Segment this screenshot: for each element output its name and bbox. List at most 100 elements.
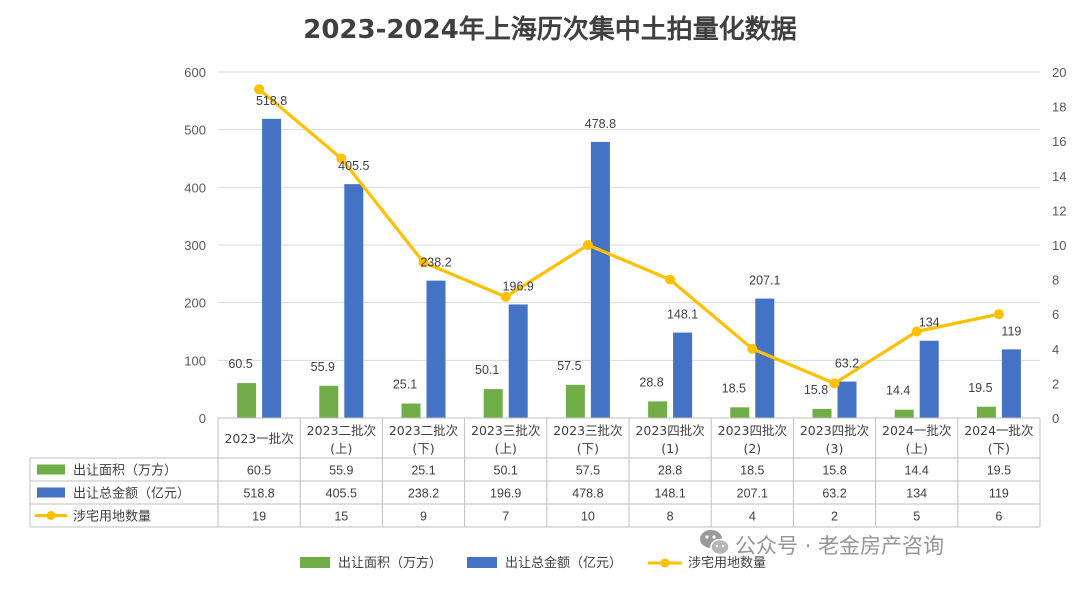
line-point [254,84,265,95]
y-right-tick-label: 0 [1052,411,1059,426]
bar-area [730,407,750,418]
bar-area [237,383,257,418]
line-point [911,326,922,337]
table-cell: 8 [667,510,674,524]
legend: 出让面积（万方） 出让总金额（亿元） 涉宅用地数量 [300,555,766,571]
data-label-amount: 478.8 [585,117,616,131]
table-category-label: 2024一批次 [964,423,1033,438]
table-cell: 55.9 [329,464,353,478]
data-label-amount: 119 [1001,324,1021,338]
table-category-label: (1) [661,441,679,456]
line-point [829,378,840,389]
y-left-tick-label: 300 [184,238,206,253]
table-category-label: (上) [330,441,352,456]
bar-area [812,408,832,418]
table-cell: 15.8 [822,464,846,478]
data-label-amount: 134 [919,316,940,330]
table-legend-swatch [37,464,65,475]
y-right-tick-label: 8 [1052,273,1059,288]
data-label-amount: 405.5 [338,159,369,173]
table-cell: 207.1 [737,487,768,501]
table-category-label: (3) [826,441,844,456]
table-category-label: 2023三批次 [553,423,622,438]
table-cell: 10 [581,510,595,524]
bar-amount [837,381,857,418]
legend-swatch [467,557,497,568]
bars [237,118,1021,419]
y-left-tick-label: 200 [184,296,206,311]
data-labels: 60.5 518.8 55.9 405.5 25.1 238.2 50.1 196.9 57.5… [228,94,1021,398]
line-path [258,88,1000,385]
bar-amount [344,184,364,418]
line-point [747,343,758,354]
table-category-label: 2023四批次 [800,423,869,438]
gridlines [218,71,1040,419]
y-axis-left: 0 100 200 300 400 500 600 [184,65,206,426]
table-category-label: 2023一批次 [224,431,293,446]
y-left-tick-label: 600 [184,65,206,80]
y-right-tick-label: 18 [1052,100,1066,115]
data-label-area: 60.5 [228,357,252,371]
table-legend-swatch [37,487,65,498]
bar-amount [673,332,693,418]
y-right-tick-label: 6 [1052,307,1059,322]
table-legend-marker [46,511,56,520]
y-right-tick-label: 12 [1052,203,1066,218]
table-cell: 238.2 [408,487,439,501]
bar-amount [426,280,446,418]
legend-marker [660,558,670,568]
table-category-label: (下) [577,441,599,456]
data-label-amount: 63.2 [835,357,859,371]
table-cell: 18.5 [740,464,764,478]
watermark: 公众号 · 老金房产咨询 [700,530,944,558]
legend-swatch [300,557,330,568]
table-cell: 28.8 [658,464,682,478]
table-cell: 15 [334,510,348,524]
table-cell: 5 [913,510,920,524]
data-label-area: 18.5 [722,381,746,395]
table-row-label: 涉宅用地数量 [73,510,151,525]
table-cell: 518.8 [243,487,274,501]
table-row-label: 出让面积（万方） [73,463,177,479]
table-category-label: (上) [906,441,928,456]
table-cell: 60.5 [247,464,271,478]
table-cell: 63.2 [822,487,846,501]
bar-area [565,384,585,418]
bar-amount [262,118,282,419]
table-cell: 7 [502,510,509,524]
bar-area [976,406,996,418]
legend-label: 出让总金额（亿元） [505,555,622,571]
table-cell: 25.1 [411,464,435,478]
table-category-label: (下) [988,441,1010,456]
table-category-label: 2023四批次 [635,423,704,438]
data-label-amount: 148.1 [667,308,698,322]
table-cell: 2 [831,510,838,524]
table-category-label: (2) [743,441,761,456]
table-cell: 134 [906,487,927,501]
y-right-tick-label: 14 [1052,169,1066,184]
data-label-amount: 518.8 [256,94,287,108]
chart-title: 2023-2024年上海历次集中土拍量化数据 [303,14,797,45]
table-row-label: 出让总金额（亿元） [73,486,190,502]
y-right-tick-label: 10 [1052,238,1066,253]
y-axis-right: 0 2 4 6 8 10 12 14 16 18 20 [1052,65,1066,426]
line-point [993,309,1004,320]
y-left-tick-label: 400 [184,180,206,195]
data-label-area: 55.9 [311,360,335,374]
table-category-label: (下) [412,441,434,456]
table-category-label: 2024一批次 [882,423,951,438]
line-series [254,84,1004,389]
table-cell: 19.5 [987,464,1011,478]
watermark-text: 公众号 · 老金房产咨询 [735,534,944,558]
bar-amount [508,304,528,418]
bar-amount [919,340,939,418]
table-cell: 14.4 [905,464,929,478]
bar-area [894,409,914,418]
y-left-tick-label: 100 [184,353,206,368]
line-point [418,257,429,268]
line-point [500,291,511,302]
data-label-amount: 207.1 [749,274,780,288]
table-category-label: (上) [495,441,517,456]
data-label-area: 15.8 [804,383,828,397]
